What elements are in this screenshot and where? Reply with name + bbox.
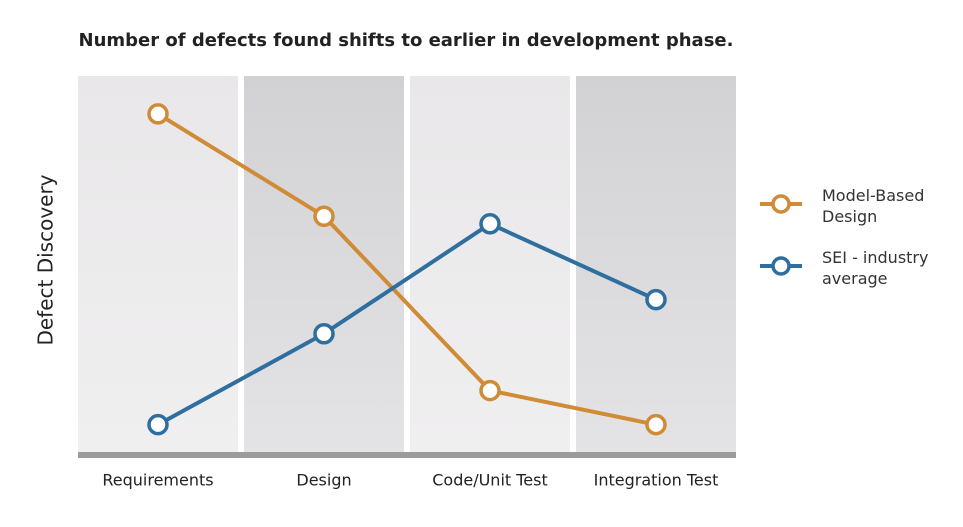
band bbox=[78, 76, 238, 455]
legend-label: Model-Based Design bbox=[822, 186, 925, 226]
band bbox=[244, 76, 404, 455]
x-tick-label: Design bbox=[296, 471, 351, 490]
point bbox=[313, 205, 335, 227]
x-tick-label: Code/Unit Test bbox=[432, 471, 548, 490]
point bbox=[479, 213, 501, 235]
legend-marker bbox=[771, 256, 791, 276]
point bbox=[479, 379, 501, 402]
x-tick-label: Integration Test bbox=[594, 471, 719, 490]
point bbox=[147, 413, 169, 436]
y-axis-label: Defect Discovery bbox=[34, 174, 58, 345]
point bbox=[313, 322, 335, 345]
x-axis bbox=[78, 452, 736, 458]
point bbox=[645, 288, 667, 311]
chart-title: Number of defects found shifts to earlie… bbox=[79, 30, 734, 51]
line bbox=[156, 112, 657, 427]
band bbox=[576, 76, 736, 455]
x-tick-label: Requirements bbox=[102, 471, 213, 490]
point bbox=[147, 103, 169, 125]
line bbox=[157, 221, 657, 427]
legend-marker bbox=[771, 194, 791, 214]
point bbox=[645, 413, 667, 436]
legend-label: SEI - industry average bbox=[822, 248, 929, 288]
